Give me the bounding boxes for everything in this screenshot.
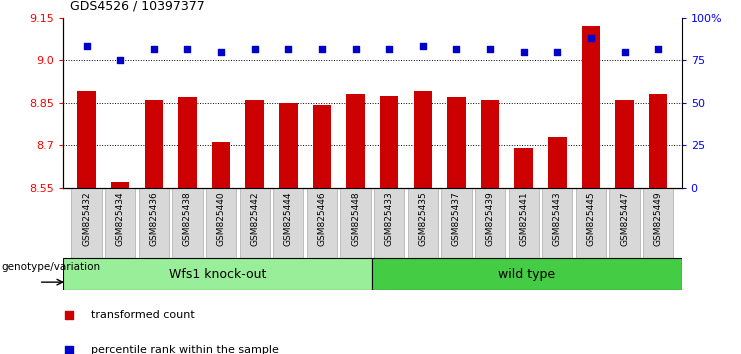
Bar [111, 182, 130, 188]
Point [114, 57, 126, 63]
Bar [245, 100, 264, 188]
Bar [643, 188, 674, 258]
Point [619, 49, 631, 55]
Text: GSM825448: GSM825448 [351, 191, 360, 246]
Bar [548, 137, 567, 188]
Point [63, 348, 75, 353]
Text: Wfs1 knock-out: Wfs1 knock-out [169, 268, 266, 281]
Bar [340, 188, 370, 258]
Bar [481, 100, 499, 188]
Point [148, 46, 160, 52]
Bar [206, 188, 236, 258]
Text: GSM825449: GSM825449 [654, 191, 662, 246]
Bar [71, 188, 102, 258]
Point [585, 35, 597, 40]
Text: percentile rank within the sample: percentile rank within the sample [91, 346, 279, 354]
Point [282, 46, 294, 52]
Bar [649, 94, 668, 188]
Bar [514, 148, 533, 188]
Bar [139, 188, 169, 258]
Point [383, 46, 395, 52]
Point [652, 46, 664, 52]
Bar [615, 100, 634, 188]
Text: GSM825441: GSM825441 [519, 191, 528, 246]
Point [417, 43, 429, 49]
Bar [413, 91, 432, 188]
Bar [475, 188, 505, 258]
Bar [576, 188, 606, 258]
Point [551, 49, 563, 55]
Bar [273, 188, 303, 258]
Bar [442, 188, 471, 258]
Text: GSM825436: GSM825436 [149, 191, 159, 246]
Bar [63, 258, 373, 290]
Bar [212, 142, 230, 188]
Text: GSM825444: GSM825444 [284, 191, 293, 246]
Point [215, 49, 227, 55]
Text: transformed count: transformed count [91, 310, 195, 320]
Text: GSM825434: GSM825434 [116, 191, 124, 246]
Point [484, 46, 496, 52]
Text: GSM825440: GSM825440 [216, 191, 225, 246]
Text: GSM825445: GSM825445 [586, 191, 596, 246]
Bar [346, 94, 365, 188]
Bar [374, 188, 405, 258]
Text: genotype/variation: genotype/variation [1, 262, 101, 272]
Text: GSM825438: GSM825438 [183, 191, 192, 246]
Bar [144, 100, 163, 188]
Bar [380, 96, 399, 188]
Point [451, 46, 462, 52]
Point [350, 46, 362, 52]
Text: GSM825443: GSM825443 [553, 191, 562, 246]
Text: GSM825442: GSM825442 [250, 191, 259, 246]
Bar [77, 91, 96, 188]
Bar [447, 97, 465, 188]
Bar [105, 188, 136, 258]
Bar [508, 188, 539, 258]
Bar [239, 188, 270, 258]
Text: GSM825433: GSM825433 [385, 191, 393, 246]
Point [81, 43, 93, 49]
Bar [582, 26, 600, 188]
Bar [408, 188, 438, 258]
Point [63, 312, 75, 318]
Bar [373, 258, 682, 290]
Bar [279, 103, 298, 188]
Bar [609, 188, 639, 258]
Text: GSM825432: GSM825432 [82, 191, 91, 246]
Text: GSM825446: GSM825446 [317, 191, 327, 246]
Bar [542, 188, 573, 258]
Bar [313, 105, 331, 188]
Bar [172, 188, 202, 258]
Text: GSM825439: GSM825439 [485, 191, 494, 246]
Text: GSM825435: GSM825435 [418, 191, 428, 246]
Point [518, 49, 530, 55]
Text: wild type: wild type [499, 268, 556, 281]
Text: GSM825437: GSM825437 [452, 191, 461, 246]
Text: GSM825447: GSM825447 [620, 191, 629, 246]
Point [249, 46, 261, 52]
Point [182, 46, 193, 52]
Point [316, 46, 328, 52]
Bar [307, 188, 337, 258]
Text: GDS4526 / 10397377: GDS4526 / 10397377 [70, 0, 205, 12]
Bar [178, 97, 196, 188]
